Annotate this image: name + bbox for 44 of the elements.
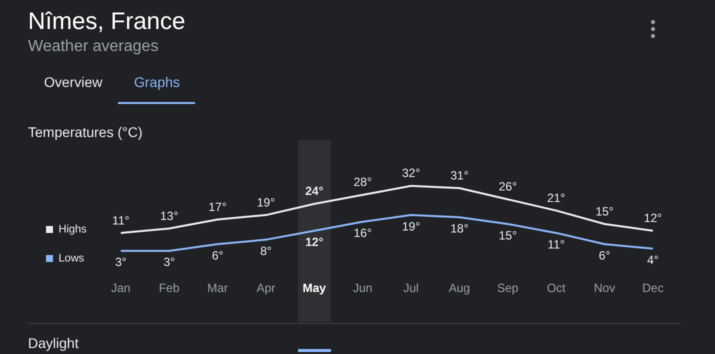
x-tick-label: Jan xyxy=(111,281,130,296)
x-tick-label: Feb xyxy=(158,281,180,296)
data-label: 11° xyxy=(548,237,565,252)
data-label: 4° xyxy=(647,252,659,267)
data-label: 28° xyxy=(354,175,372,190)
data-label: 31° xyxy=(450,168,469,182)
data-label: 12° xyxy=(305,235,324,250)
text: Graphs xyxy=(134,74,180,90)
x-tick-label: Nov xyxy=(594,281,616,296)
x-tick-label: Mar xyxy=(207,281,228,296)
x-tick-label: Aug xyxy=(448,281,470,296)
data-label: 13° xyxy=(160,208,178,223)
legend-label: Lows xyxy=(58,252,85,265)
data-label: 26° xyxy=(498,180,518,194)
text: Daylight xyxy=(28,335,79,352)
data-label: 32° xyxy=(402,166,420,180)
legend-label: Highs xyxy=(58,224,88,236)
data-label: 11° xyxy=(112,213,130,228)
data-label: 16° xyxy=(354,226,372,240)
data-label: 15° xyxy=(498,228,518,242)
data-label: 12° xyxy=(644,211,662,226)
x-tick-label: Oct xyxy=(546,281,566,296)
x-tick-label: Jul xyxy=(403,281,419,296)
data-label: 18° xyxy=(450,222,469,236)
data-label: 19° xyxy=(402,219,420,234)
text: Temperatures (°C) xyxy=(28,124,143,140)
text: Overview xyxy=(44,74,102,90)
chart-subtitle: Weather averages xyxy=(28,38,158,56)
x-tick-label: Dec xyxy=(642,281,664,296)
data-label: 19° xyxy=(256,195,276,210)
x-tick-label: Apr xyxy=(256,281,276,296)
data-label: 15° xyxy=(595,204,614,218)
data-label: 6° xyxy=(212,248,224,262)
x-tick-label: Jun xyxy=(352,281,372,296)
data-label: 17° xyxy=(208,200,227,214)
data-label: 21° xyxy=(547,190,566,205)
chart-title: Nîmes, France xyxy=(28,8,186,36)
data-label: 8° xyxy=(260,244,272,258)
x-tick-label: Sep xyxy=(497,281,519,296)
data-label: 24° xyxy=(305,184,324,198)
data-label: 3° xyxy=(115,255,127,270)
data-label: 3° xyxy=(163,255,176,270)
x-tick-label: May xyxy=(302,281,326,296)
data-label: 6° xyxy=(598,248,610,262)
